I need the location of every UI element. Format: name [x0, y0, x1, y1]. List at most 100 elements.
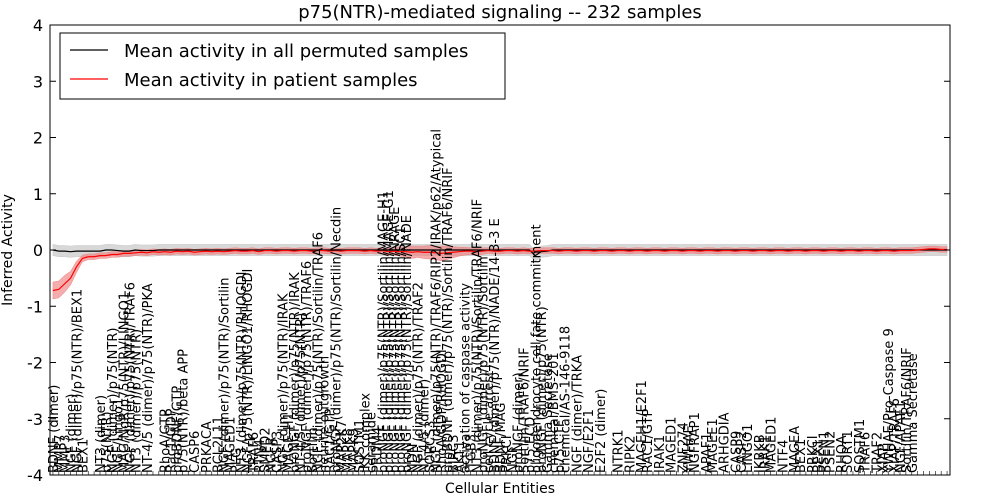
x-tick-label: AKT1: [453, 440, 468, 473]
y-tick-label: -1: [27, 297, 43, 316]
x-tick-label: BDNF (dimer): [47, 385, 62, 473]
x-tick-label: activation of caspase activity: [459, 283, 474, 473]
x-tick-label: proNGF (dimer)/p75(NTR)/Sortilin/NRAGE: [388, 207, 403, 473]
x-tick-label: NT-4/5 (dimer)/p75(NTR): [294, 313, 309, 473]
x-tick-label: PSEN1: [818, 431, 833, 473]
x-tick-label: proNGF (dimer)/p75(NTR): [535, 306, 550, 473]
x-tick-label: NGF (dimer)/p75(NTR): [106, 328, 121, 473]
x-tick-label: NT3 (dimer)/p75(NTR): [129, 329, 144, 473]
x-tick-label: MAGED1: [665, 417, 680, 473]
x-tick-label: ZNF274: [676, 422, 691, 473]
x-tick-label: RhoA/GTP: [159, 409, 174, 473]
x-tick-label: IKK complex: [359, 393, 374, 473]
x-tick-label: PRDM4: [370, 427, 385, 473]
legend: Mean activity in all permuted samples Me…: [59, 32, 506, 100]
x-tick-label: proBDNF/GTP: [170, 386, 185, 473]
x-tick-label: SQSTM1: [853, 419, 868, 473]
y-tick-label: -3: [27, 410, 43, 429]
x-tick-label: proNGF (dimer)/p75(NTR)/Sortilin/SC1: [394, 226, 409, 473]
x-tick-label: MAGEE1: [706, 418, 721, 473]
x-tick-label: IRAK1: [653, 435, 668, 473]
x-tick-label: NTRK1: [612, 430, 627, 474]
x-tick-label: chemical/AS-146-9118: [559, 326, 574, 473]
x-tick-label: SORT1: [841, 430, 856, 473]
x-tick-label: Rac1/GDP: [165, 408, 180, 473]
line-patient: [52, 248, 948, 292]
x-tick-label: YWHAE: [682, 425, 697, 474]
y-tick-label: 4: [33, 16, 43, 35]
x-tick-label: PRKACA: [200, 421, 215, 473]
x-tick-label: CASP9: [729, 431, 744, 473]
x-tick-label: NT3 (dimer)/p75(NTR)/Sortilin/TRAF6/NRIF: [470, 199, 485, 473]
x-tick-label: NGF/Lingo1: [112, 398, 127, 473]
x-tick-label: Gamma Secretase: [541, 353, 556, 473]
x-tick-label: BDNF (dimer)/p75(NTR)/NADE/14-3-3 E: [488, 218, 503, 473]
x-tick-label: NT3 (dimer): [94, 395, 109, 473]
x-tick-label: TRAF6: [247, 432, 262, 474]
x-tick-label: proNGF (dimer)/p75(NTR)/TRAF6: [300, 261, 315, 473]
x-tick-label: MAGEH1/E2F1: [635, 380, 650, 473]
x-tick-label: NGF (dimer)/p75(NTR)/TRAF6/RIP2/IRAK/p62…: [429, 129, 444, 473]
x-tick-label: XIAP: [876, 443, 891, 473]
x-tick-label: TRAF6: [859, 432, 874, 474]
x-tick-label: proNGF (dimer): [512, 372, 527, 473]
x-tick-label: MAPK8: [341, 428, 356, 473]
x-tick-label: proNGF (dimer)/p75(NTR)/Sortilin/NADE: [400, 215, 415, 473]
x-tick-label: MAGED1: [223, 417, 238, 473]
x-tick-label: p75(NTR): [100, 411, 115, 473]
x-tick-label: LINGO1: [741, 424, 756, 473]
x-tick-label: NT-4/5 (dimer)/p75(NTR)/PKA: [141, 283, 156, 473]
x-tick-label: NGFRAP1: [688, 412, 703, 473]
x-tick-label: proNGF (dimer)/p75(NTR)/Sortilin/Necdin: [329, 207, 344, 473]
x-tick-label: cell cycle arrest: [482, 371, 497, 473]
x-tick-label: BEX1: [812, 439, 827, 473]
x-tick-label: Sortilin/TRAF6/NRIF: [900, 347, 915, 473]
x-tick-label: proNGF (dimer)/p75(NTR)/Sortilin: [476, 256, 491, 473]
x-tick-label: XIAP/TRAF6: [888, 398, 903, 473]
x-tick-label: RAC1/GTP: [641, 409, 656, 473]
x-tick-label: APAF1: [700, 432, 715, 473]
x-tick-label: MAGE-H1: [282, 412, 297, 473]
x-tick-label: NGF (dimer)/p75(NTR)/TRAF6: [123, 282, 138, 473]
y-tick-label: -2: [27, 354, 43, 373]
x-tick-label: RHOA: [835, 435, 850, 473]
x-tick-label: p75 ECD: [523, 417, 538, 473]
x-tick-label: proNGF (dimer)/p75(NTR)/IRAK: [288, 272, 303, 473]
x-tick-label: MAGED1: [765, 417, 780, 473]
x-tick-label: IKBKB: [753, 434, 768, 473]
x-tick-label: IRAK1: [759, 435, 774, 473]
legend-box: [59, 32, 506, 100]
x-tick-label: NT3 (dimer)/p75(NTR)/RHOGDI: [235, 272, 250, 473]
x-tick-label: BCL2L11: [212, 416, 227, 473]
x-tick-label: NTF4: [776, 440, 791, 473]
x-tick-label: NGF/APAF1: [894, 401, 909, 473]
x-tick-label: NGF/E2F1: [582, 409, 597, 473]
y-tick-label: 0: [33, 241, 43, 260]
x-tick-label: NGF/p75(NTR)/LINGO1/RHOGDI: [241, 269, 256, 473]
x-tick-label: Sortilin: [306, 427, 321, 473]
x-tick-label: p75 CTF: [553, 420, 568, 473]
legend-label-patient: Mean activity in patient samples: [124, 70, 418, 91]
x-tick-label: MAP2K7: [335, 420, 350, 473]
y-axis-label: Inferred Activity: [0, 194, 16, 306]
x-tick-label: RIPK2: [623, 435, 638, 473]
x-tick-label: BIRC3: [447, 435, 462, 474]
x-tick-label: BEX1: [76, 439, 91, 473]
x-tick-label: RAC1/GTP: [323, 409, 338, 473]
x-tick-label: MAGEA: [788, 426, 803, 473]
x-tick-label: p75(NTR)/beta APP: [176, 349, 191, 473]
x-tick-label: ARHGDIA: [718, 412, 733, 473]
x-tick-label: proNGF (dimer)/p75(NTR)/Sortilin/MAGE-G1: [382, 190, 397, 473]
x-tick-label: YWHAE/Pro-Caspase 9: [882, 328, 897, 474]
x-tick-label: RTN4: [253, 439, 268, 473]
x-tick-label: PLG: [229, 448, 244, 473]
y-tick-label: -4: [27, 466, 43, 485]
y-tick-label: 1: [33, 185, 43, 204]
x-tick-label: SMPD2: [259, 427, 274, 473]
legend-label-permuted: Mean activity in all permuted samples: [124, 41, 468, 62]
x-tick-label: Sortilin/TRAF6/NRIF: [518, 347, 533, 473]
x-tick-label: PSEN2: [823, 431, 838, 473]
x-tick-label: ceramide: [365, 412, 380, 473]
